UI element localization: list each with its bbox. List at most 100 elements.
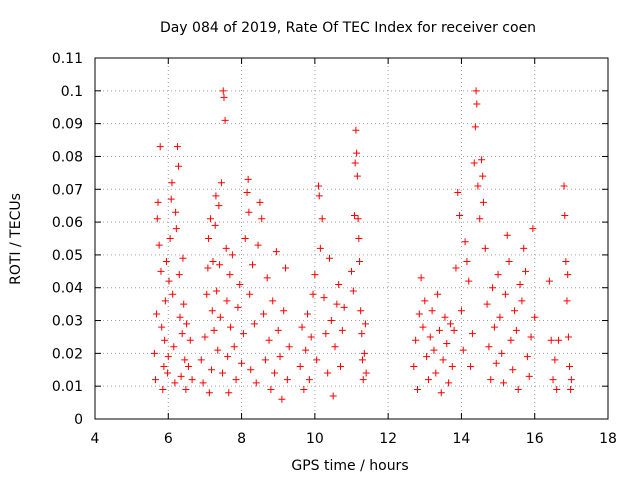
data-point <box>454 189 462 197</box>
data-point <box>173 143 181 151</box>
data-point <box>443 340 451 348</box>
data-point <box>183 320 191 328</box>
data-point <box>276 353 284 361</box>
data-point <box>232 376 240 384</box>
data-point <box>212 192 220 200</box>
data-point <box>172 208 180 216</box>
data-point <box>350 212 358 220</box>
data-point <box>547 336 555 344</box>
x-tick-label: 8 <box>237 431 246 447</box>
data-point <box>561 212 569 220</box>
data-point <box>560 182 568 190</box>
data-point <box>223 297 231 305</box>
data-point <box>213 287 221 295</box>
data-point <box>358 330 366 338</box>
data-point <box>300 385 308 393</box>
y-tick-label: 0.1 <box>61 84 83 100</box>
data-point <box>307 333 315 341</box>
data-point <box>471 123 479 131</box>
data-point <box>434 290 442 298</box>
data-point <box>157 267 165 275</box>
data-point <box>358 356 366 364</box>
data-point <box>512 326 520 334</box>
data-point <box>154 198 162 206</box>
data-point <box>563 297 571 305</box>
data-point <box>545 277 553 285</box>
x-tick-label: 18 <box>599 431 617 447</box>
data-point <box>476 215 484 223</box>
data-point <box>234 303 242 311</box>
x-tick-label: 10 <box>306 431 324 447</box>
y-tick-label: 0.11 <box>52 51 83 67</box>
y-tick-label: 0 <box>74 412 83 428</box>
data-point <box>179 254 187 262</box>
data-point <box>467 362 475 370</box>
data-point <box>463 257 471 265</box>
data-point <box>360 349 368 357</box>
data-point <box>175 271 183 279</box>
data-point <box>322 330 330 338</box>
data-point <box>241 235 249 242</box>
data-point <box>267 385 275 393</box>
data-point <box>236 280 244 288</box>
data-point <box>216 261 224 269</box>
data-point <box>150 349 158 357</box>
data-point <box>309 290 317 298</box>
data-point <box>318 215 326 223</box>
data-point <box>441 313 449 321</box>
data-point <box>461 238 469 246</box>
data-point <box>302 346 310 354</box>
data-point <box>305 376 313 384</box>
data-point <box>326 254 334 262</box>
data-point <box>555 336 563 344</box>
data-point <box>509 366 517 374</box>
data-point <box>514 385 522 393</box>
data-point <box>315 182 323 190</box>
data-point <box>246 290 254 298</box>
x-tick-label: 16 <box>526 431 544 447</box>
x-tick-label: 12 <box>379 431 397 447</box>
data-point <box>230 343 238 351</box>
data-point <box>500 379 508 387</box>
data-point <box>335 280 343 288</box>
x-tick-label: 4 <box>91 431 100 447</box>
data-point <box>182 385 190 393</box>
data-point <box>199 379 207 387</box>
data-point <box>479 198 487 206</box>
data-point <box>324 369 332 377</box>
data-point <box>507 336 515 344</box>
data-point <box>272 248 280 256</box>
data-point <box>247 366 255 374</box>
data-point <box>320 294 328 302</box>
data-point <box>415 310 423 318</box>
data-point <box>450 326 458 334</box>
data-point <box>180 300 188 308</box>
data-point <box>498 349 506 357</box>
data-point <box>215 202 223 210</box>
data-point <box>456 212 464 220</box>
data-point <box>167 195 175 203</box>
data-point <box>353 149 361 157</box>
data-point <box>153 215 161 223</box>
data-point <box>219 369 227 377</box>
data-point <box>505 257 513 265</box>
data-point <box>327 317 335 325</box>
y-tick-label: 0.07 <box>52 182 83 198</box>
data-point <box>437 389 445 397</box>
data-point <box>188 376 196 384</box>
data-point <box>243 189 251 197</box>
data-point <box>158 323 166 331</box>
x-axis-title: GPS time / hours <box>291 458 408 474</box>
data-point <box>201 333 209 341</box>
data-point <box>169 290 177 298</box>
data-point <box>501 290 509 298</box>
x-tick-label: 6 <box>164 431 173 447</box>
data-point <box>562 257 570 265</box>
data-point <box>452 264 460 272</box>
data-point <box>260 310 268 318</box>
chart-title: Day 084 of 2019, Rate Of TEC Index for r… <box>160 20 536 36</box>
data-point <box>250 320 258 328</box>
data-point <box>219 87 227 95</box>
data-point <box>228 251 236 259</box>
data-point <box>496 313 504 321</box>
